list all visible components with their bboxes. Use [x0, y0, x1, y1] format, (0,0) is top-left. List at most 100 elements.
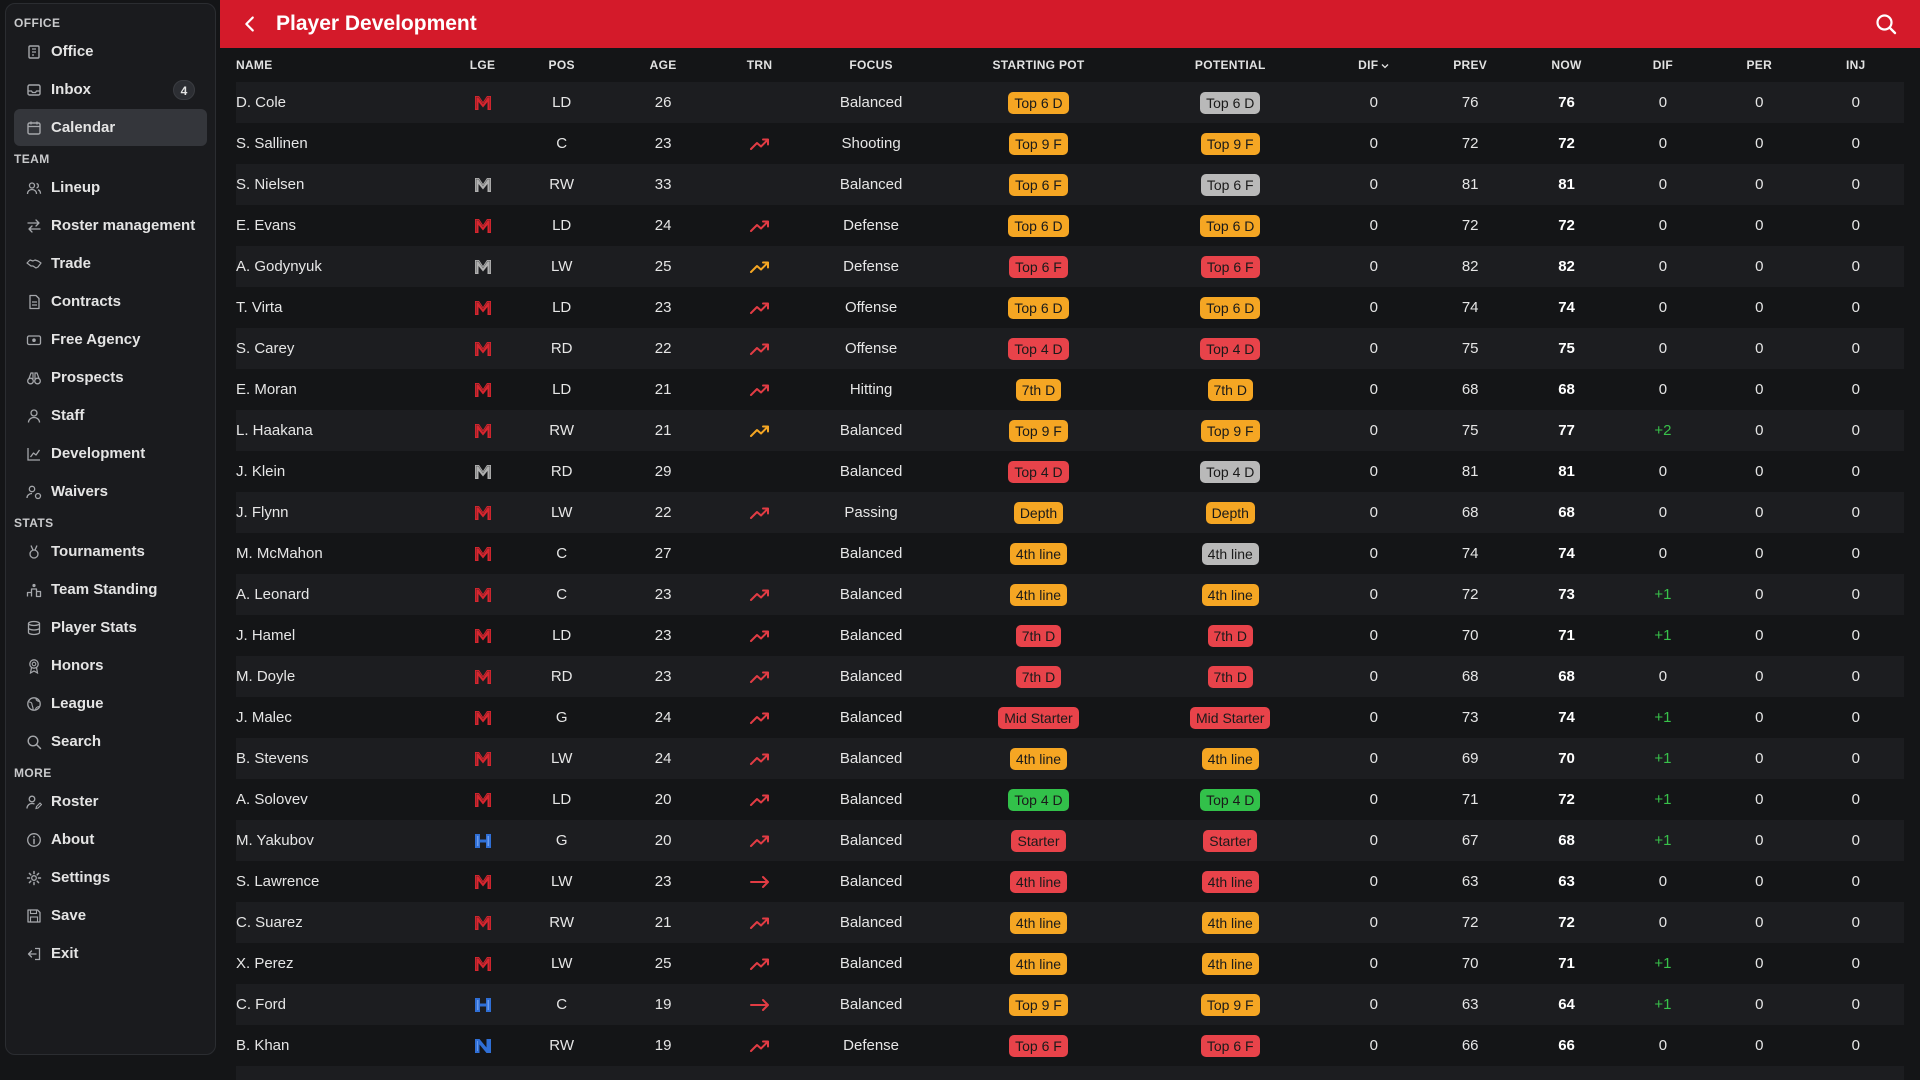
age-cell: 23 — [607, 861, 719, 902]
table-row[interactable]: A. Godynyuk LW 25 Defense Top 6 F Top 6 F 0 82 8… — [236, 246, 1904, 287]
prev-rating-cell: 68 — [1421, 656, 1519, 697]
table-row[interactable]: C. Ford C 19 Balanced Top 9 F Top 9 F 0 63 64 +1 0… — [236, 984, 1904, 1025]
sidebar-item-free-agency[interactable]: Free Agency — [14, 321, 207, 358]
table-row[interactable]: S. Nielsen RW 33 Balanced Top 6 F Top 6 F 0 81 8… — [236, 164, 1904, 205]
table-row[interactable]: T. Virta LD 23 Offense Top 6 D Top 6 D 0 74 74 0 0… — [236, 287, 1904, 328]
sidebar-item-team-standing[interactable]: Team Standing — [14, 571, 207, 608]
sidebar-item-development[interactable]: Development — [14, 435, 207, 472]
sidebar-item-player-stats[interactable]: Player Stats — [14, 609, 207, 646]
focus-cell: Balanced — [800, 164, 943, 205]
sidebar-item-calendar[interactable]: Calendar — [14, 109, 207, 146]
per-cell: 0 — [1711, 164, 1808, 205]
table-row[interactable]: S. Sallinen C 23 Shooting Top 9 F Top 9 F 0 72 7… — [236, 123, 1904, 164]
column-header-potential[interactable]: POTENTIAL — [1135, 48, 1326, 82]
starting-pot-cell: 7th D — [942, 369, 1135, 410]
league-logo-icon — [473, 1036, 493, 1053]
prev-rating-cell: 71 — [1421, 779, 1519, 820]
table-row[interactable]: S. Lawrence LW 23 Balanced 4th line 4th line 0… — [236, 861, 1904, 902]
sidebar-item-inbox[interactable]: Inbox 4 — [14, 71, 207, 108]
table-row[interactable]: C. Suarez RW 21 Balanced 4th line 4th line 0 72… — [236, 902, 1904, 943]
potential-cell: Starter — [1134, 820, 1326, 861]
table-row[interactable]: J. Klein RD 29 Balanced Top 4 D Top 4 D 0 81 81 0… — [236, 451, 1904, 492]
table-row[interactable]: X. Perez LW 25 Balanced 4th line 4th line 0 70 7… — [236, 943, 1904, 984]
now-rating-cell: 68 — [1518, 369, 1615, 410]
sidebar-item-office[interactable]: Office — [14, 33, 207, 70]
table-row[interactable]: J. Hamel LD 23 Balanced 7th D 7th D 0 70 71 +1 0 0 — [236, 615, 1904, 656]
column-header-age[interactable]: AGE — [607, 48, 719, 82]
column-header-dif-change[interactable]: DIF — [1615, 48, 1711, 82]
sidebar-item-tournaments[interactable]: Tournaments — [14, 533, 207, 570]
rating-change-cell: 0 — [1614, 902, 1712, 943]
potential-badge: Top 6 F — [1200, 173, 1260, 196]
player-name-cell: T. Virta — [236, 287, 450, 328]
table-row[interactable]: J. Flynn LW 22 Passing Depth Depth 0 68 68 0 0 0 — [236, 492, 1904, 533]
trend-cell — [718, 82, 801, 123]
league-logo-icon — [473, 913, 493, 930]
potential-badge: Top 9 F — [1200, 132, 1260, 155]
sidebar-item-contracts[interactable]: Contracts — [14, 283, 207, 320]
starting-pot-cell: Starter — [942, 820, 1135, 861]
table-row[interactable]: M. Doyle RD 23 Balanced 7th D 7th D 0 68 68 0 0 0 — [236, 656, 1904, 697]
back-button[interactable] — [238, 12, 262, 36]
dif-cell: 0 — [1325, 902, 1422, 943]
dif-cell: 0 — [1325, 410, 1422, 451]
table-row[interactable]: S. Carey RD 22 Offense Top 4 D Top 4 D 0 75 75 0 0… — [236, 328, 1904, 369]
column-header-focus[interactable]: FOCUS — [800, 48, 942, 82]
sidebar-item-league[interactable]: League — [14, 685, 207, 722]
sidebar-item-search[interactable]: Search — [14, 723, 207, 760]
table-row[interactable]: M. Yakubov G 20 Balanced Starter Starter 0 67 68… — [236, 820, 1904, 861]
sidebar-item-lineup[interactable]: Lineup — [14, 169, 207, 206]
sidebar-item-roster[interactable]: Roster — [14, 783, 207, 820]
column-header-inj[interactable]: INJ — [1807, 48, 1904, 82]
table-row[interactable]: J. Malec G 24 Balanced Mid Starter Mid Starte… — [236, 697, 1904, 738]
page-header: Player Development — [220, 0, 1920, 48]
trend-up-icon — [749, 832, 771, 849]
table-row[interactable]: A. Leonard C 23 Balanced 4th line 4th line 0 72… — [236, 574, 1904, 615]
sidebar-item-exit[interactable]: Exit — [14, 935, 207, 972]
column-header-pos[interactable]: POS — [516, 48, 607, 82]
per-cell — [1711, 1066, 1808, 1080]
column-header-dif[interactable]: DIF — [1326, 48, 1422, 82]
column-header-prev[interactable]: PREV — [1422, 48, 1518, 82]
column-header-per[interactable]: PER — [1711, 48, 1807, 82]
column-header-label: FOCUS — [849, 58, 893, 72]
table-row[interactable] — [236, 1066, 1904, 1080]
sidebar-item-save[interactable]: Save — [14, 897, 207, 934]
sidebar-item-honors[interactable]: Honors — [14, 647, 207, 684]
focus-cell: Balanced — [800, 615, 943, 656]
league-logo-icon — [473, 954, 493, 971]
position-cell: RD — [516, 451, 608, 492]
trend-up-icon — [749, 217, 771, 234]
sidebar-item-about[interactable]: About — [14, 821, 207, 858]
sidebar-item-prospects[interactable]: Prospects — [14, 359, 207, 396]
column-header-lge[interactable]: LGE — [449, 48, 516, 82]
sidebar-item-waivers[interactable]: Waivers — [14, 473, 207, 510]
rating-change-cell: 0 — [1614, 287, 1712, 328]
sidebar-item-roster-management[interactable]: Roster management — [14, 207, 207, 244]
column-header-now[interactable]: NOW — [1518, 48, 1614, 82]
table-row[interactable]: B. Stevens LW 24 Balanced 4th line 4th line 0 6… — [236, 738, 1904, 779]
dif-cell: 0 — [1325, 779, 1422, 820]
player-name-cell: J. Malec — [236, 697, 450, 738]
sidebar-item-trade[interactable]: Trade — [14, 245, 207, 282]
per-cell: 0 — [1711, 1025, 1808, 1066]
table-row[interactable]: M. McMahon C 27 Balanced 4th line 4th line 0 74… — [236, 533, 1904, 574]
dif-cell: 0 — [1325, 82, 1422, 123]
table-row[interactable]: L. Haakana RW 21 Balanced Top 9 F Top 9 F 0 75 7… — [236, 410, 1904, 451]
column-header-name[interactable]: NAME — [236, 48, 449, 82]
league-cell — [449, 574, 517, 615]
table-row[interactable]: E. Moran LD 21 Hitting 7th D 7th D 0 68 68 0 0 0 — [236, 369, 1904, 410]
table-row[interactable]: D. Cole LD 26 Balanced Top 6 D Top 6 D 0 76 76 0 0… — [236, 82, 1904, 123]
column-header-starting-pot[interactable]: STARTING POT — [942, 48, 1135, 82]
column-header-trn[interactable]: TRN — [719, 48, 800, 82]
potential-badge: 4th line — [1201, 952, 1259, 975]
sidebar-item-staff[interactable]: Staff — [14, 397, 207, 434]
binoculars-icon — [26, 370, 42, 386]
table-row[interactable]: A. Solovev LD 20 Balanced Top 4 D Top 4 D 0 71 7… — [236, 779, 1904, 820]
table-row[interactable]: E. Evans LD 24 Defense Top 6 D Top 6 D 0 72 72 0 0… — [236, 205, 1904, 246]
trend-cell — [718, 615, 801, 656]
sidebar-item-settings[interactable]: Settings — [14, 859, 207, 896]
injury-cell: 0 — [1807, 533, 1904, 574]
table-row[interactable]: B. Khan RW 19 Defense Top 6 F Top 6 F 0 66 66 0 0 0 — [236, 1025, 1904, 1066]
search-button[interactable] — [1874, 12, 1898, 36]
